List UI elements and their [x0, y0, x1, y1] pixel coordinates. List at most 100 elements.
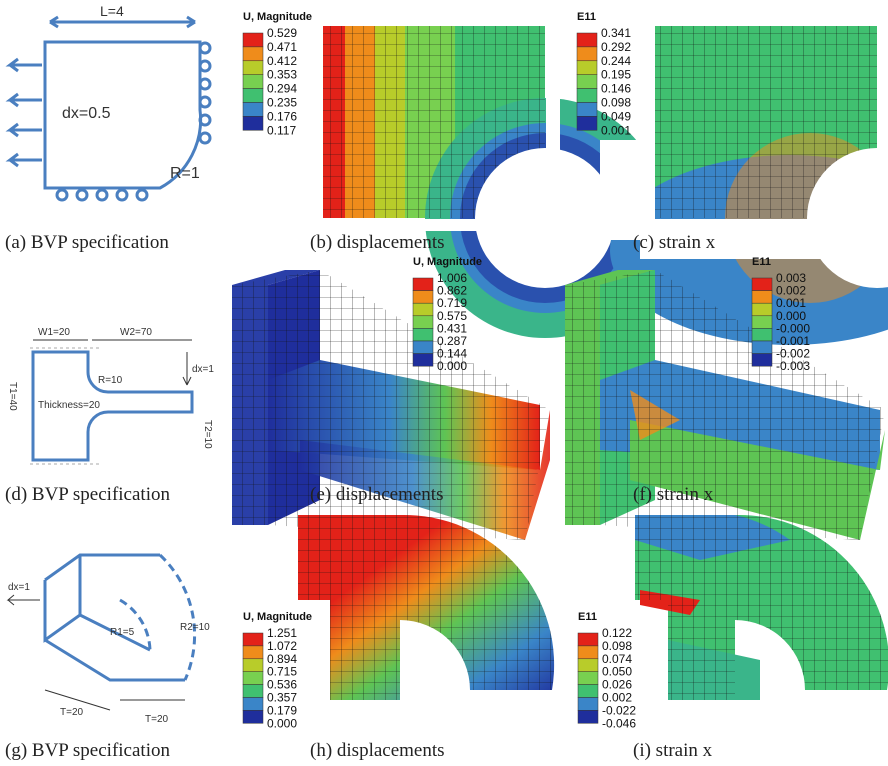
legend-title: U, Magnitude — [243, 611, 312, 623]
label: R1=5 — [110, 627, 135, 638]
legend-value: -0.022 — [602, 703, 636, 717]
legend-value: -0.003 — [776, 359, 810, 373]
label: W2=70 — [120, 327, 152, 338]
legend-band — [243, 75, 263, 89]
legend-band — [243, 659, 263, 672]
legend-value: 0.536 — [267, 678, 297, 692]
legend-band — [243, 710, 263, 723]
legend-value: 0.122 — [602, 626, 632, 640]
caption: (h) displacements — [310, 740, 445, 761]
legend-value: 0.294 — [267, 82, 297, 96]
legend-value: 0.412 — [267, 54, 297, 68]
label: R=10 — [98, 375, 123, 386]
legend-value: 0.002 — [602, 691, 632, 705]
legend-band — [578, 698, 598, 711]
label: dx=0.5 — [62, 105, 111, 122]
legend-band — [577, 33, 597, 47]
legend-value: -0.046 — [602, 716, 636, 730]
legend-value: 0.049 — [601, 109, 631, 123]
legend-band — [243, 33, 263, 47]
legend-value: 0.098 — [602, 639, 632, 653]
caption: (d) BVP specification — [5, 484, 170, 505]
label: dx=1 — [192, 364, 214, 375]
legend-value: 0.146 — [601, 82, 631, 96]
legend-band — [577, 75, 597, 89]
legend-band — [752, 328, 772, 341]
legend-value: 0.341 — [601, 26, 631, 40]
legend-band — [413, 328, 433, 341]
legend-band — [243, 698, 263, 711]
label: T2=10 — [202, 420, 213, 449]
legend-value: 0.292 — [601, 40, 631, 54]
legend-band — [578, 659, 598, 672]
diagram-a: L=4 dx=0.5 R=1 — [10, 3, 210, 200]
legend-band — [578, 633, 598, 646]
legend-band — [752, 341, 772, 354]
legend-band — [243, 116, 263, 130]
legend-value: 0.235 — [267, 96, 297, 110]
caption: (e) displacements — [310, 484, 443, 505]
legend-value: 0.176 — [267, 109, 297, 123]
legend-value: 0.074 — [602, 652, 632, 666]
caption: (f) strain x — [633, 484, 714, 505]
legend-band — [577, 116, 597, 130]
caption: (i) strain x — [633, 740, 713, 761]
legend-value: 0.195 — [601, 68, 631, 82]
legend-band — [752, 278, 772, 291]
caption: (a) BVP specification — [5, 232, 169, 253]
legend-value: 1.072 — [267, 639, 297, 653]
legend-band — [752, 316, 772, 329]
legend-band — [243, 61, 263, 75]
legend-value: 1.251 — [267, 626, 297, 640]
legend-value: 0.026 — [602, 678, 632, 692]
legend-band — [752, 354, 772, 367]
legend-value: 0.357 — [267, 691, 297, 705]
label: T1=40 — [7, 382, 18, 411]
legend-band — [243, 633, 263, 646]
legend-value: 0.529 — [267, 26, 297, 40]
label: R2=10 — [180, 622, 210, 633]
legend-band — [243, 47, 263, 61]
legend-band — [577, 47, 597, 61]
legend-title: E11 — [578, 611, 597, 623]
contour-i — [635, 515, 888, 700]
legend-band — [413, 278, 433, 291]
legend-band — [243, 685, 263, 698]
legend-band — [413, 354, 433, 367]
label: T=20 — [145, 714, 169, 725]
legend-value: 0.000 — [437, 359, 467, 373]
legend-band — [243, 103, 263, 117]
label: R=1 — [170, 165, 200, 182]
label: T=20 — [60, 707, 84, 718]
legend-value: 0.098 — [601, 96, 631, 110]
legend-band — [413, 291, 433, 304]
legend-value: 0.894 — [267, 652, 297, 666]
legend-band — [578, 646, 598, 659]
legend-value: 0.715 — [267, 665, 297, 679]
figure: L=4 dx=0.5 R=1 W1=20 W2=70 dx=1 R=10 T2=… — [0, 0, 888, 766]
legend-band — [243, 89, 263, 103]
label: L=4 — [100, 3, 124, 19]
legend-title: U, Magnitude — [413, 256, 482, 268]
caption: (b) displacements — [310, 232, 445, 253]
legend-value: 0.179 — [267, 703, 297, 717]
legend-band — [752, 291, 772, 304]
legend-band — [243, 672, 263, 685]
legend-value: 0.117 — [267, 123, 296, 137]
legend-band — [578, 672, 598, 685]
label: W1=20 — [38, 327, 70, 338]
legend-band — [413, 303, 433, 316]
label: Thickness=20 — [38, 400, 100, 411]
legend-value: 0.353 — [267, 68, 297, 82]
legend-title: U, Magnitude — [243, 11, 312, 23]
legend-band — [413, 316, 433, 329]
legend-title: E11 — [577, 11, 596, 23]
legend-band — [577, 61, 597, 75]
caption: (c) strain x — [633, 232, 716, 253]
legend-value: 0.471 — [267, 40, 297, 54]
contour-h — [298, 515, 554, 700]
legend-band — [243, 646, 263, 659]
legend-band — [413, 341, 433, 354]
legend-band — [578, 685, 598, 698]
label: dx=1 — [8, 582, 30, 593]
